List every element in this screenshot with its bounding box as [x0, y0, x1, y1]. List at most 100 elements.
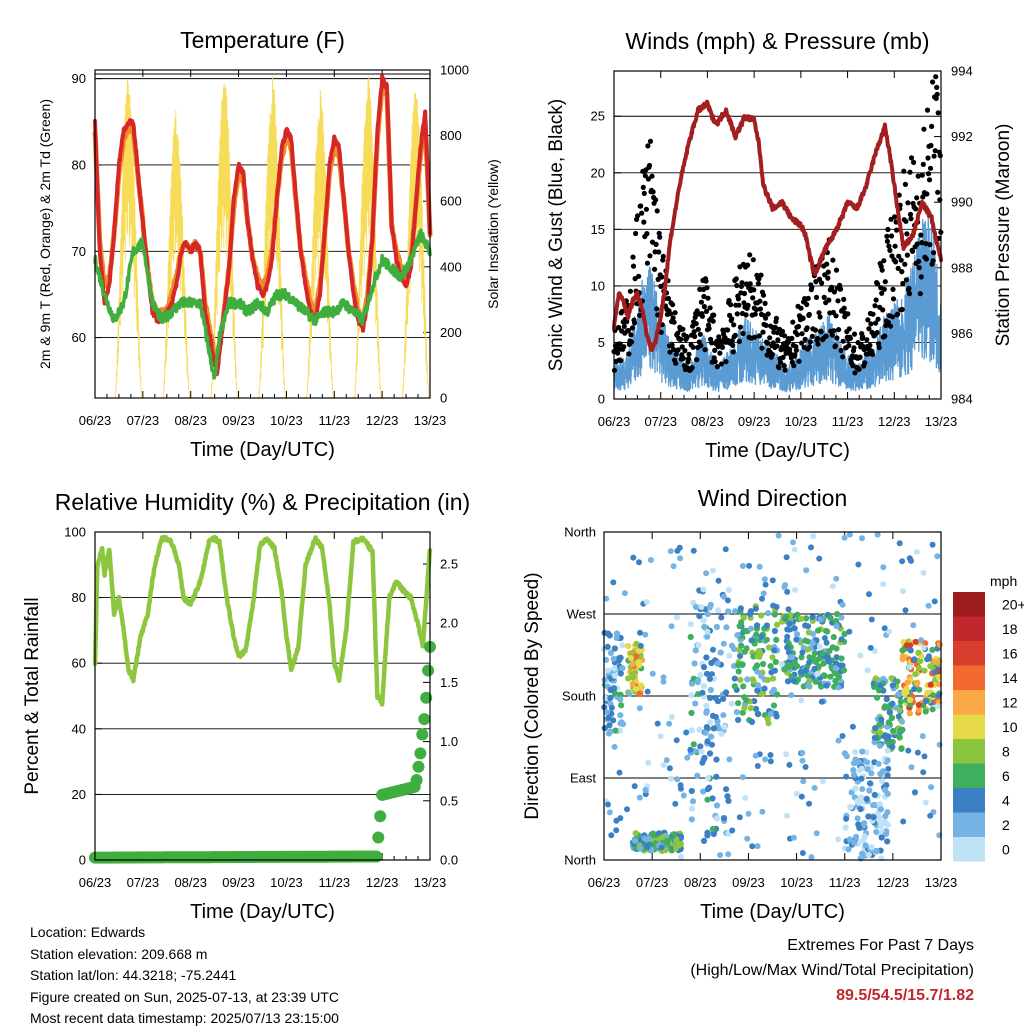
- y2-tick-label: 0: [440, 391, 447, 406]
- gust-point: [723, 359, 729, 365]
- dewpoint-line: [93, 228, 432, 380]
- direction-point: [875, 760, 882, 767]
- direction-point: [619, 642, 626, 649]
- direction-point: [830, 634, 837, 641]
- direction-point: [810, 630, 816, 637]
- direction-point: [670, 831, 678, 838]
- direction-point: [803, 615, 810, 622]
- direction-point: [765, 644, 773, 651]
- direction-point: [703, 702, 710, 709]
- gust-point: [894, 227, 900, 233]
- direction-point: [630, 554, 637, 561]
- extremes-heading: Extremes For Past 7 Days: [787, 937, 974, 954]
- direction-point: [743, 645, 750, 652]
- gust-point: [925, 171, 932, 177]
- direction-point: [637, 652, 644, 660]
- direction-point: [788, 673, 795, 680]
- y-tick-label: 10: [591, 278, 605, 293]
- direction-point: [784, 626, 791, 633]
- direction-point: [755, 711, 762, 718]
- gust-point: [836, 327, 842, 333]
- direction-point: [927, 663, 934, 670]
- y-tick-label: 60: [72, 330, 86, 345]
- direction-point: [785, 649, 793, 656]
- direction-point: [673, 737, 680, 744]
- legend-label: 20+: [1002, 596, 1024, 612]
- x-axis-label: Time (Day/UTC): [705, 440, 850, 462]
- direction-point: [610, 579, 617, 586]
- gust-point: [730, 349, 736, 355]
- x-tick-label: 12/23: [878, 414, 911, 429]
- direction-point: [617, 712, 624, 719]
- gust-point: [903, 277, 910, 283]
- gust-point: [760, 329, 766, 335]
- gust-point: [918, 232, 924, 238]
- direction-point: [898, 745, 905, 753]
- gust-point: [924, 107, 931, 113]
- gust-point: [736, 338, 743, 344]
- gust-point: [758, 272, 764, 278]
- gust-point: [712, 347, 718, 353]
- gust-point: [916, 265, 922, 271]
- direction-point: [697, 743, 704, 750]
- gust-point: [773, 315, 780, 321]
- direction-point: [923, 697, 930, 705]
- gust-point: [734, 311, 740, 317]
- direction-point: [820, 660, 827, 667]
- gust-point: [794, 332, 801, 338]
- gust-point: [879, 267, 885, 273]
- direction-point: [689, 680, 696, 687]
- gust-point: [896, 253, 902, 259]
- direction-point: [629, 660, 636, 668]
- direction-point: [765, 610, 772, 617]
- x-tick-label: 10/23: [785, 414, 818, 429]
- gust-point: [876, 345, 882, 351]
- direction-point: [683, 729, 690, 736]
- x-tick-label: 07/23: [644, 414, 677, 429]
- gust-point: [920, 161, 926, 167]
- direction-point: [767, 752, 774, 758]
- direction-point: [845, 846, 852, 853]
- direction-point: [746, 562, 753, 569]
- direction-point: [903, 642, 911, 649]
- direction-point: [878, 716, 885, 723]
- gust-point: [934, 91, 940, 97]
- direction-point: [703, 654, 710, 661]
- gust-point: [767, 335, 773, 341]
- direction-point: [868, 616, 875, 623]
- direction-point: [763, 636, 770, 643]
- direction-point: [774, 621, 781, 628]
- gust-point: [935, 110, 941, 116]
- gust-point: [919, 172, 925, 178]
- direction-point: [636, 691, 643, 698]
- direction-point: [754, 687, 761, 694]
- gust-point: [838, 347, 844, 354]
- direction-point: [760, 590, 767, 597]
- location-text: Location: Edwards: [30, 924, 146, 940]
- gust-point: [637, 312, 643, 318]
- direction-point: [723, 624, 730, 631]
- gust-point: [790, 319, 796, 325]
- gust-point: [881, 258, 887, 264]
- y2-tick-label: 0.5: [440, 793, 458, 808]
- direction-point: [797, 669, 804, 676]
- direction-point: [770, 702, 778, 709]
- direction-point: [786, 620, 793, 627]
- direction-point: [827, 673, 834, 680]
- gust-point: [887, 323, 894, 329]
- direction-point: [798, 615, 805, 623]
- direction-point: [621, 590, 628, 597]
- direction-point: [611, 665, 618, 672]
- direction-point: [613, 827, 620, 834]
- gust-point: [914, 241, 920, 247]
- direction-point: [629, 674, 637, 681]
- direction-point: [736, 814, 743, 821]
- direction-point: [713, 802, 721, 809]
- gust-point: [789, 335, 795, 341]
- precip-point: [422, 664, 435, 677]
- direction-point: [649, 670, 656, 677]
- gust-point: [911, 159, 917, 165]
- y2-tick-label: 0.0: [440, 853, 458, 868]
- gust-point: [765, 311, 771, 317]
- direction-point: [735, 700, 742, 707]
